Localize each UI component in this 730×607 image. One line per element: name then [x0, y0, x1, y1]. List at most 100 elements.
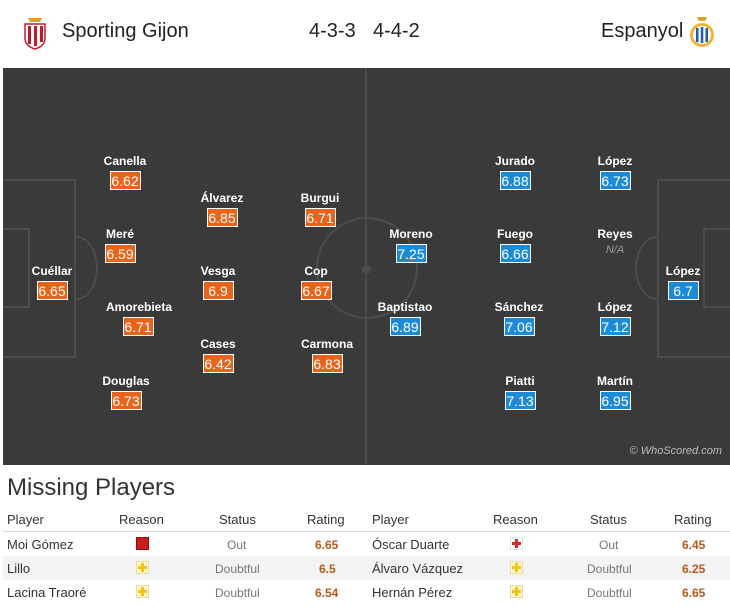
player-name: Jurado [494, 154, 535, 168]
away-player-piatti[interactable]: Piatti 7.13 [488, 374, 552, 411]
player-rating: 6.71 [122, 317, 154, 336]
player-name: Piatti [505, 374, 535, 388]
player-rating: 7.25 [395, 244, 427, 263]
player-name: Meré [105, 227, 134, 241]
table-row: Lillo Doubtful 6.5 [3, 556, 368, 580]
player-name[interactable]: Lillo [7, 561, 31, 576]
home-player-canella[interactable]: Canella 6.62 [93, 154, 157, 191]
player-rating: 7.06 [503, 317, 535, 336]
player-rating: 6.54 [315, 586, 339, 600]
player-name: Fuego [497, 227, 533, 241]
player-rating: 6.66 [499, 244, 531, 263]
whoscored-watermark: © WhoScored.com [629, 445, 722, 457]
away-player-lopez-2[interactable]: López 7.12 [583, 300, 647, 337]
player-name: Douglas [102, 374, 150, 388]
column-status[interactable]: Status [590, 512, 627, 527]
player-rating: 6.73 [599, 171, 631, 190]
away-team-name[interactable]: Espanyol [601, 20, 684, 42]
doubtful-icon [510, 585, 523, 598]
player-name[interactable]: Álvaro Vázquez [372, 561, 464, 576]
away-player-martin[interactable]: Martín 6.95 [583, 374, 647, 411]
player-rating: 6.83 [311, 354, 343, 373]
player-rating: 6.25 [682, 562, 706, 576]
away-player-lopez-1[interactable]: López 6.73 [583, 154, 647, 191]
home-player-douglas[interactable]: Douglas 6.73 [94, 374, 158, 411]
player-name[interactable]: Hernán Pérez [372, 585, 453, 600]
player-name: López [597, 154, 633, 168]
away-player-reyes[interactable]: Reyes N/A [583, 227, 647, 256]
player-rating: 6.42 [202, 354, 234, 373]
away-formation: 4-4-2 [373, 20, 420, 42]
home-player-alvarez[interactable]: Álvarez 6.85 [190, 191, 254, 228]
away-player-moreno[interactable]: Moreno 7.25 [379, 227, 443, 264]
player-rating: 6.65 [682, 586, 706, 600]
red-card-icon [136, 537, 149, 550]
player-name: Cuéllar [31, 264, 73, 278]
player-status: Out [599, 538, 619, 552]
player-rating: 6.65 [315, 538, 339, 552]
column-player[interactable]: Player [372, 512, 409, 527]
player-name: Amorebieta [106, 300, 173, 314]
player-rating: 7.12 [599, 317, 631, 336]
home-player-cases[interactable]: Cases 6.42 [186, 337, 250, 374]
away-player-baptistao[interactable]: Baptistao 6.89 [373, 300, 437, 337]
sporting-gijon-crest-icon [24, 18, 46, 50]
player-rating: 6.85 [206, 208, 238, 227]
away-player-jurado[interactable]: Jurado 6.88 [483, 154, 547, 191]
player-status: Doubtful [587, 586, 632, 600]
player-name: Carmona [300, 337, 353, 351]
player-rating: 6.9 [202, 281, 234, 300]
player-name[interactable]: Óscar Duarte [372, 537, 450, 552]
table-header: Player Reason Status Rating [368, 507, 730, 532]
away-player-lopez-gk[interactable]: López 6.7 [651, 264, 715, 301]
table-row: Óscar Duarte Out 6.45 [368, 532, 730, 556]
column-rating[interactable]: Rating [674, 512, 712, 527]
player-rating: 6.89 [389, 317, 421, 336]
away-player-sanchez[interactable]: Sánchez 7.06 [487, 300, 551, 337]
player-rating-na: N/A [605, 244, 625, 256]
away-player-fuego[interactable]: Fuego 6.66 [483, 227, 547, 264]
player-name: Álvarez [200, 191, 244, 205]
doubtful-icon [136, 561, 149, 574]
player-name[interactable]: Lacina Traoré [7, 585, 87, 600]
home-player-mere[interactable]: Meré 6.59 [88, 227, 152, 264]
doubtful-icon [510, 561, 523, 574]
home-player-cuellar[interactable]: Cuéllar 6.65 [20, 264, 84, 301]
table-row: Álvaro Vázquez Doubtful 6.25 [368, 556, 730, 580]
home-player-carmona[interactable]: Carmona 6.83 [295, 337, 359, 374]
player-name: López [665, 264, 701, 278]
home-team-name[interactable]: Sporting Gijon [62, 20, 189, 42]
player-name: Moreno [389, 227, 433, 241]
player-name: Cases [200, 337, 236, 351]
player-name: Canella [103, 154, 147, 168]
table-header: Player Reason Status Rating [3, 507, 368, 532]
player-rating: 6.73 [110, 391, 142, 410]
player-rating: 6.95 [599, 391, 631, 410]
column-reason[interactable]: Reason [493, 512, 538, 527]
player-status: Doubtful [215, 586, 260, 600]
doubtful-icon [136, 585, 149, 598]
player-rating: 6.5 [319, 562, 336, 576]
home-player-amorebieta[interactable]: Amorebieta 6.71 [106, 300, 173, 337]
player-status: Doubtful [587, 562, 632, 576]
table-row: Moi Gómez Out 6.65 [3, 532, 368, 556]
player-rating: 7.13 [504, 391, 536, 410]
home-player-vesga[interactable]: Vesga 6.9 [186, 264, 250, 301]
player-name: López [597, 300, 633, 314]
column-status[interactable]: Status [219, 512, 256, 527]
player-rating: 6.7 [667, 281, 699, 300]
player-rating: 6.65 [36, 281, 68, 300]
player-name[interactable]: Moi Gómez [7, 537, 74, 552]
center-spot [362, 265, 371, 274]
column-reason[interactable]: Reason [119, 512, 164, 527]
home-player-cop[interactable]: Cop 6.67 [284, 264, 348, 301]
match-header: Sporting Gijon 4-3-3 4-4-2 Espanyol [0, 0, 730, 66]
column-rating[interactable]: Rating [307, 512, 345, 527]
home-player-burgui[interactable]: Burgui 6.71 [288, 191, 352, 228]
home-penalty-area [3, 179, 76, 358]
away-penalty-area [657, 179, 730, 358]
column-player[interactable]: Player [7, 512, 44, 527]
table-row: Hernán Pérez Doubtful 6.65 [368, 580, 730, 604]
player-status: Doubtful [215, 562, 260, 576]
player-name: Burgui [300, 191, 340, 205]
